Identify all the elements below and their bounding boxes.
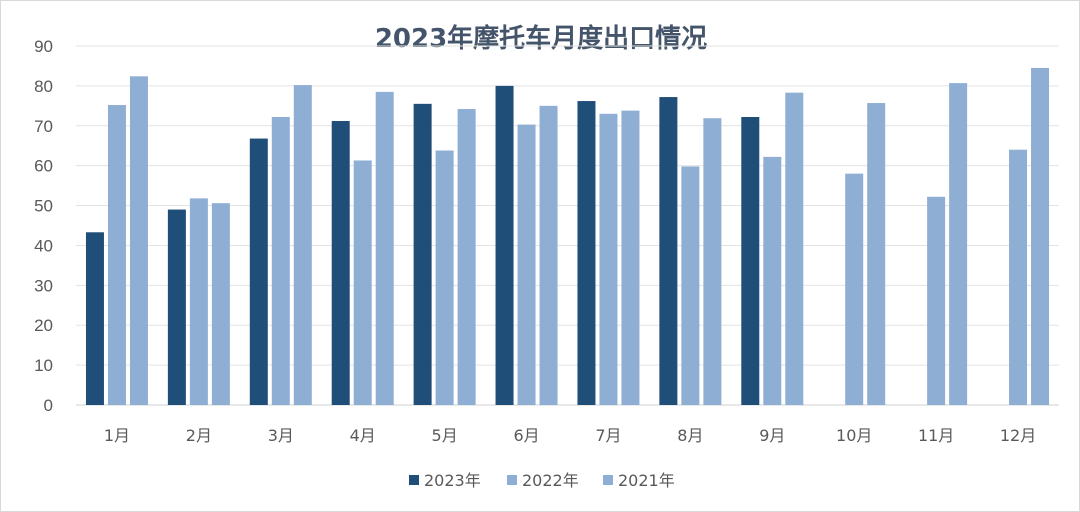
bar — [495, 85, 514, 405]
x-category-label: 11月 — [918, 426, 954, 445]
y-axis-ticks: 0 10 20 30 40 50 60 70 80 90 — [34, 37, 53, 415]
bar — [763, 156, 782, 405]
y-tick-label: 80 — [34, 77, 53, 96]
y-tick-label: 30 — [34, 276, 53, 295]
bar — [211, 203, 230, 405]
y-tick-label: 60 — [34, 157, 53, 176]
bar — [741, 117, 760, 405]
bar — [1009, 149, 1028, 405]
x-category-label: 5月 — [432, 426, 458, 445]
x-axis-categories: 1月 2月 3月 4月 5月 6月 7月 8月 9月 10月 11月 12月 — [104, 426, 1036, 445]
legend-label: 2022年 — [522, 471, 579, 490]
bar — [249, 138, 268, 405]
legend-swatch — [409, 475, 419, 485]
bar — [867, 103, 886, 406]
y-tick-label: 50 — [34, 197, 53, 216]
x-category-label: 10月 — [836, 426, 872, 445]
bar — [621, 110, 640, 406]
y-tick-label: 0 — [44, 396, 53, 415]
y-tick-label: 20 — [34, 316, 53, 335]
bar — [845, 173, 864, 405]
x-category-label: 1月 — [104, 426, 130, 445]
legend-swatch — [603, 475, 613, 485]
bar — [353, 160, 372, 405]
chart-title: 2023年摩托车月度出口情况 — [375, 23, 707, 54]
x-category-label: 6月 — [513, 426, 539, 445]
bar — [293, 85, 312, 405]
bar — [1031, 67, 1050, 405]
gridlines — [76, 45, 1059, 406]
bar — [785, 92, 804, 406]
legend-label: 2023年 — [424, 471, 481, 490]
bar — [517, 124, 536, 405]
x-category-label: 7月 — [595, 426, 621, 445]
x-category-label: 8月 — [677, 426, 703, 445]
bar — [435, 150, 454, 405]
bar — [949, 83, 968, 405]
x-category-label: 3月 — [268, 426, 294, 445]
bar — [457, 109, 476, 405]
y-tick-label: 40 — [34, 236, 53, 255]
bar — [375, 91, 394, 405]
y-tick-label: 90 — [34, 37, 53, 56]
bar — [599, 113, 618, 406]
x-category-label: 9月 — [759, 426, 785, 445]
bar — [659, 97, 678, 406]
legend-label: 2021年 — [618, 471, 675, 490]
legend: 2023年 2022年 2021年 — [409, 471, 675, 490]
bar — [129, 76, 148, 405]
bar — [539, 105, 558, 405]
bar — [271, 117, 290, 405]
y-tick-label: 70 — [34, 117, 53, 136]
bar — [703, 118, 722, 406]
bar — [927, 196, 946, 405]
bar — [331, 120, 350, 405]
bar — [167, 209, 186, 405]
x-category-label: 12月 — [1000, 426, 1036, 445]
bar — [413, 103, 432, 405]
bar — [577, 101, 596, 406]
y-tick-label: 10 — [34, 356, 53, 375]
bars — [85, 67, 1050, 406]
x-category-label: 4月 — [350, 426, 376, 445]
bar — [107, 105, 126, 405]
bar — [681, 166, 700, 405]
bar — [85, 232, 104, 405]
x-category-label: 2月 — [186, 426, 212, 445]
bar — [189, 198, 208, 405]
legend-swatch — [507, 475, 517, 485]
